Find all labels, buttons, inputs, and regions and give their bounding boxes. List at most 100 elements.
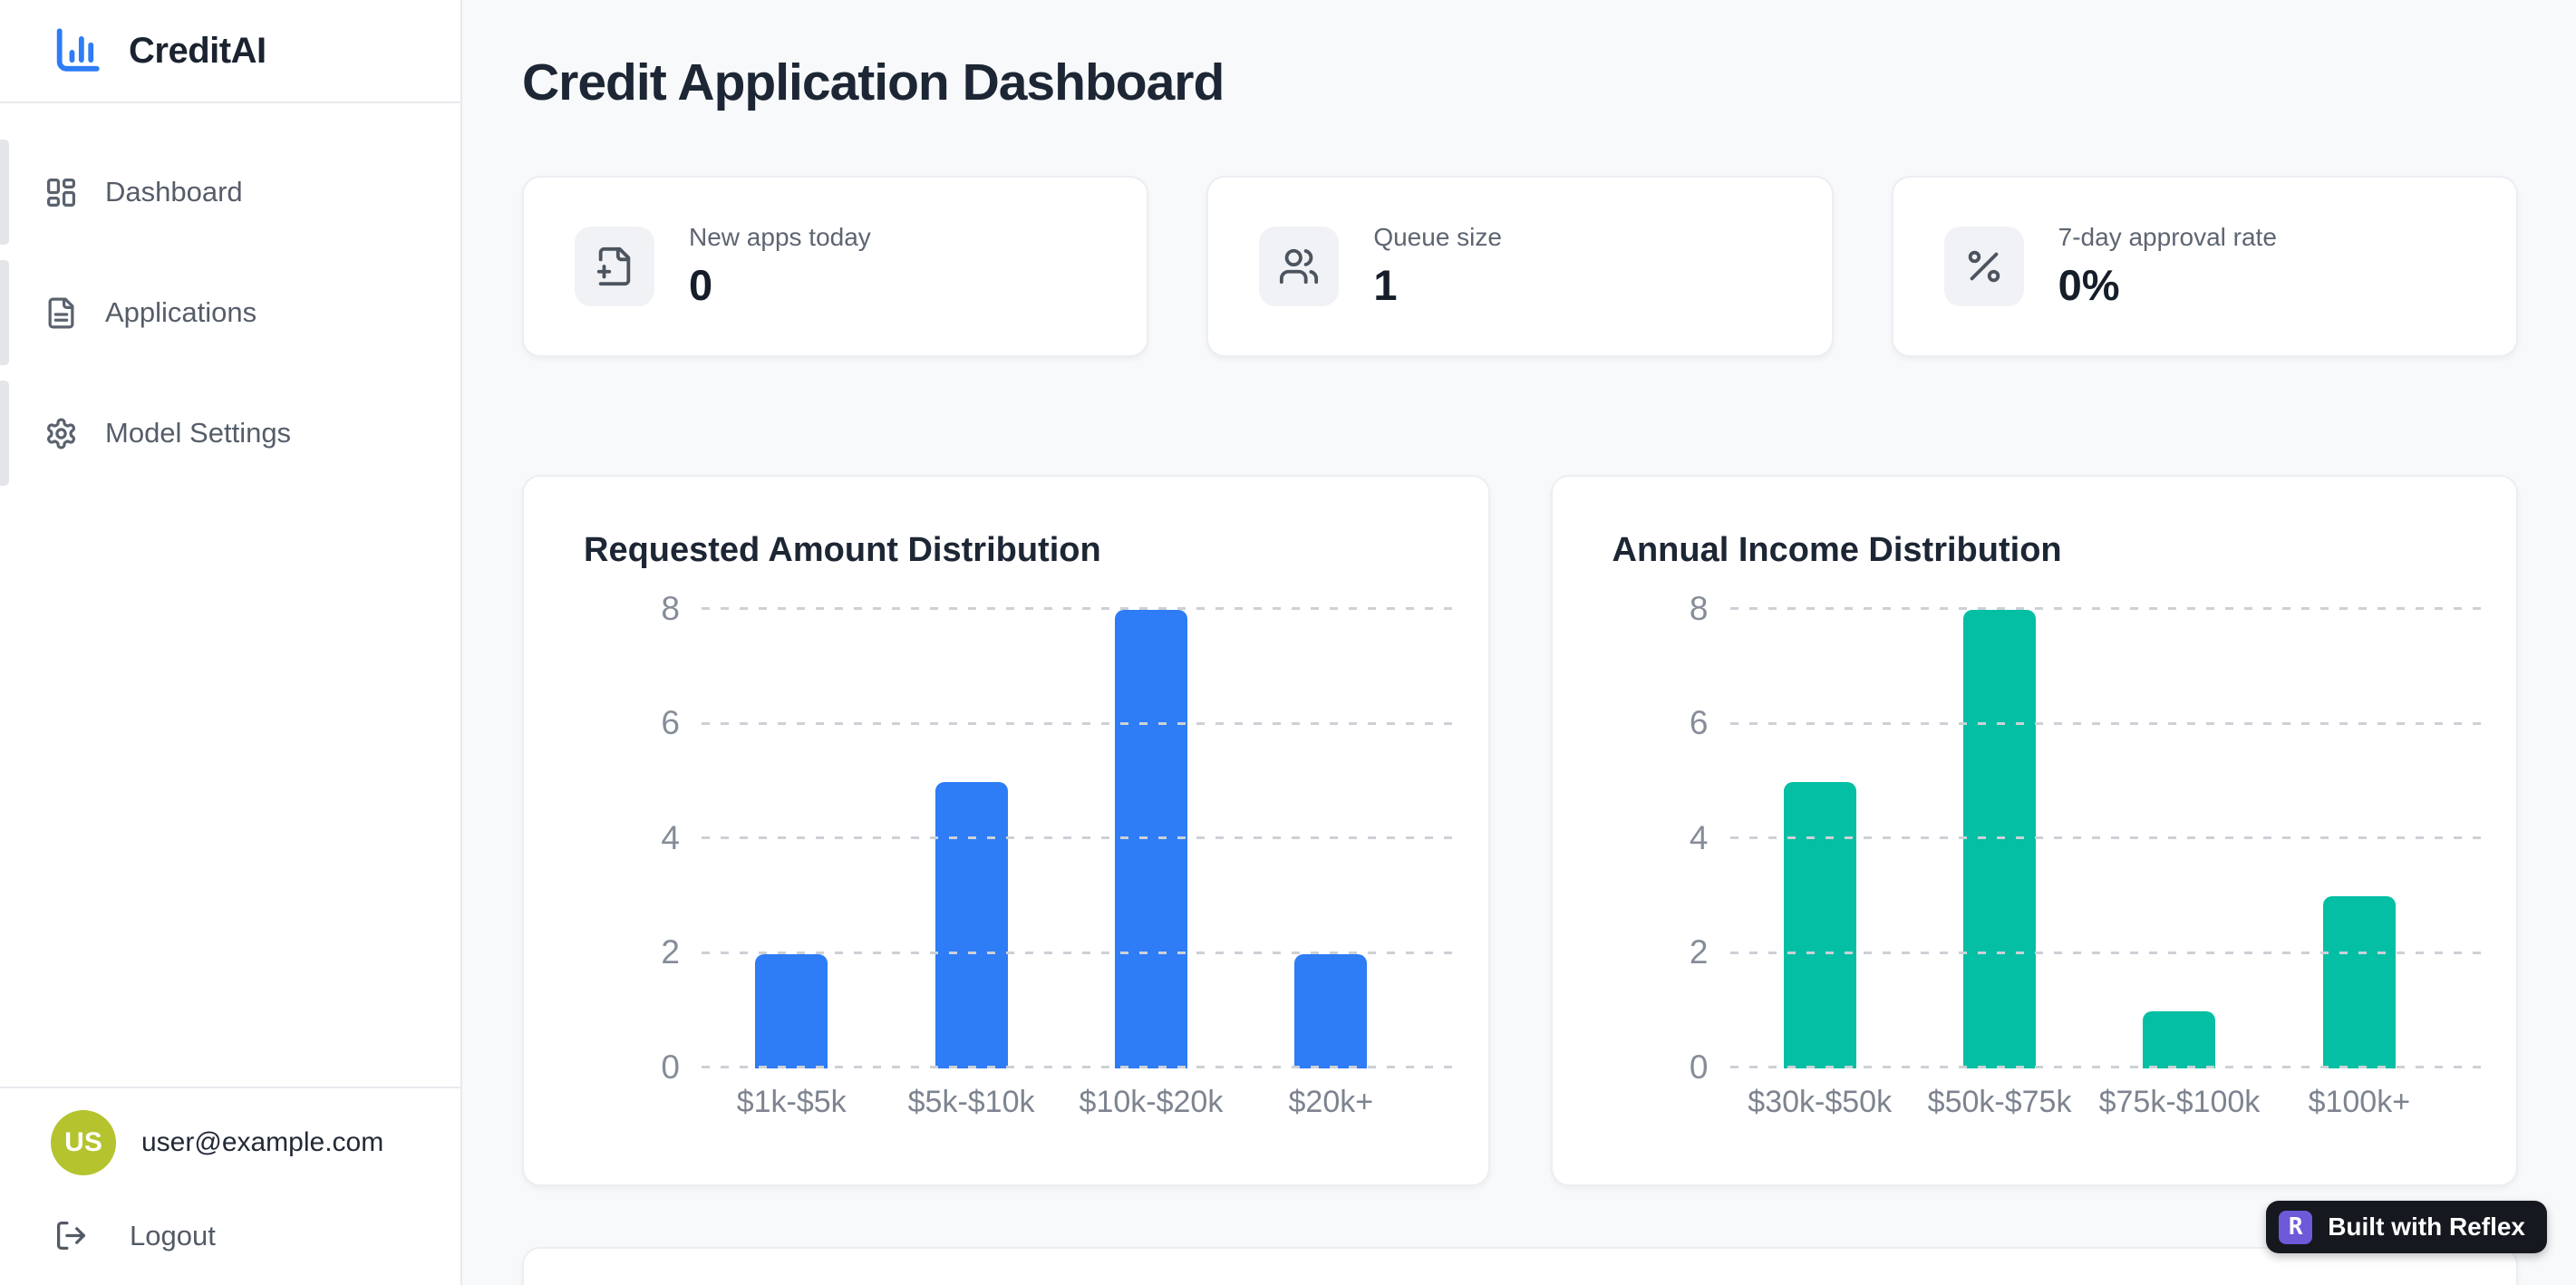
y-axis-tick-label: 6 — [661, 704, 680, 741]
bar — [1294, 953, 1368, 1068]
sidebar-item-label: Model Settings — [105, 417, 292, 449]
reflex-badge-label: Built with Reflex — [2328, 1213, 2525, 1241]
y-axis-tick-label: 2 — [1689, 933, 1709, 971]
percent-icon — [1943, 227, 2024, 306]
bar-chart-plot: $1k-$5k $5k-$10k $10k-$20k $20k+ 0 2 4 6 8 — [661, 590, 1457, 1119]
bar — [1114, 610, 1187, 1068]
stat-card-new-apps: New apps today 0 — [522, 176, 1149, 357]
sidebar-item-label: Applications — [105, 296, 257, 328]
logo: CreditAI — [0, 0, 460, 103]
sidebar-item-model-settings[interactable]: Model Settings — [0, 381, 460, 486]
chart-requested-amount: Requested Amount Distribution $1k-$5k $5k… — [522, 475, 1490, 1186]
bar-slot — [1910, 610, 2089, 1068]
users-icon — [1259, 227, 1340, 306]
bar-slot — [1730, 610, 1910, 1068]
user-email: user@example.com — [141, 1127, 384, 1157]
bar — [755, 953, 828, 1068]
reflex-logo-icon: R — [2279, 1210, 2313, 1244]
sidebar-nav: Dashboard Applications — [0, 140, 460, 486]
y-axis-tick-label: 6 — [1689, 704, 1709, 741]
stat-value: 0% — [2058, 261, 2120, 309]
stat-card-queue-size: Queue size 1 — [1206, 176, 1834, 357]
file-plus-icon — [575, 227, 654, 306]
charts-row: Requested Amount Distribution $1k-$5k $5k… — [522, 475, 2518, 1186]
nav-indicator — [0, 140, 9, 245]
user-row: US user@example.com — [0, 1110, 460, 1175]
y-axis-tick-label: 4 — [1689, 818, 1709, 856]
stat-value: 0 — [689, 261, 713, 309]
bar-slot — [881, 610, 1060, 1068]
x-axis-label: $5k-$10k — [907, 1085, 1035, 1119]
document-icon — [44, 296, 78, 330]
nav-indicator — [0, 381, 9, 486]
sidebar-item-label: Dashboard — [105, 176, 243, 208]
bars — [702, 610, 1421, 1068]
dashboard-grid-icon — [44, 176, 78, 209]
bars — [1730, 610, 2450, 1068]
bar-chart-plot: $30k-$50k $50k-$75k $75k-$100k $100k+ 0 2 4 6 8 — [1690, 590, 2485, 1119]
x-axis-label: $75k-$100k — [2098, 1085, 2261, 1119]
x-axis-label: $1k-$5k — [736, 1085, 847, 1119]
x-axis-labels: $30k-$50k $50k-$75k $75k-$100k $100k+ — [1730, 1085, 2450, 1120]
stats-row: New apps today 0 Queue size 1 — [522, 176, 2518, 357]
gridline: 8 — [661, 590, 1457, 627]
built-with-reflex-badge[interactable]: R Built with Reflex — [2266, 1201, 2547, 1253]
x-axis-label: $30k-$50k — [1748, 1085, 1893, 1119]
x-axis-label: $50k-$75k — [1927, 1085, 2072, 1119]
logout-icon — [54, 1219, 88, 1252]
gear-icon — [44, 417, 78, 450]
y-axis-tick-label: 4 — [661, 818, 680, 856]
bar — [1963, 610, 2037, 1068]
y-axis-tick-label: 0 — [661, 1048, 680, 1086]
sidebar-item-dashboard[interactable]: Dashboard — [0, 140, 460, 245]
app-name: CreditAI — [129, 30, 266, 71]
main-content: Credit Application Dashboard New apps to… — [462, 0, 2576, 1285]
stat-value: 1 — [1373, 261, 1398, 309]
x-axis-label: $10k-$20k — [1079, 1085, 1224, 1119]
gridline: 0 — [1690, 1048, 2485, 1086]
bar-slot — [2089, 610, 2269, 1068]
sidebar-item-applications[interactable]: Applications — [0, 260, 460, 365]
sidebar-footer: US user@example.com Logout — [0, 1087, 460, 1285]
stat-card-approval-rate: 7-day approval rate 0% — [1891, 176, 2518, 357]
stat-label: Queue size — [1373, 223, 1502, 251]
stat-label: 7-day approval rate — [2058, 223, 2277, 251]
y-axis-tick-label: 0 — [1689, 1048, 1709, 1086]
chart-title: Annual Income Distribution — [1612, 531, 2062, 569]
page-title: Credit Application Dashboard — [522, 53, 1225, 111]
x-axis-labels: $1k-$5k $5k-$10k $10k-$20k $20k+ — [702, 1085, 1421, 1120]
sidebar: CreditAI Dashboard — [0, 0, 462, 1285]
sidebar-spacer — [0, 486, 460, 1087]
chart-annual-income: Annual Income Distribution $30k-$50k $50k… — [1550, 475, 2518, 1186]
nav-indicator — [0, 260, 9, 365]
next-section-card — [522, 1247, 2518, 1285]
bar — [1783, 781, 1856, 1068]
bar-slot — [1241, 610, 1420, 1068]
y-axis-tick-label: 8 — [661, 589, 680, 627]
gridline: 8 — [1690, 590, 2485, 627]
bar-slot — [2270, 610, 2449, 1068]
y-axis-tick-label: 8 — [1689, 589, 1709, 627]
logout-button[interactable]: Logout — [0, 1219, 460, 1252]
avatar: US — [51, 1110, 116, 1175]
logout-label: Logout — [130, 1219, 216, 1251]
x-axis-label: $20k+ — [1288, 1085, 1374, 1119]
stat-label: New apps today — [689, 223, 871, 251]
bar — [2322, 896, 2396, 1068]
chart-title: Requested Amount Distribution — [584, 531, 1101, 569]
y-axis-tick-label: 2 — [661, 933, 680, 971]
gridline: 2 — [661, 933, 1457, 971]
bar — [935, 781, 1008, 1068]
gridline: 4 — [661, 819, 1457, 856]
bar-slot — [702, 610, 881, 1068]
bar-slot — [1061, 610, 1241, 1068]
gridline: 0 — [661, 1048, 1457, 1086]
gridline: 6 — [661, 704, 1457, 741]
bar-chart-logo-icon — [51, 24, 103, 77]
bar — [2143, 1010, 2216, 1068]
gridline: 2 — [1690, 933, 2485, 971]
x-axis-label: $100k+ — [2308, 1085, 2411, 1119]
gridline: 4 — [1690, 819, 2485, 856]
gridline: 6 — [1690, 704, 2485, 741]
